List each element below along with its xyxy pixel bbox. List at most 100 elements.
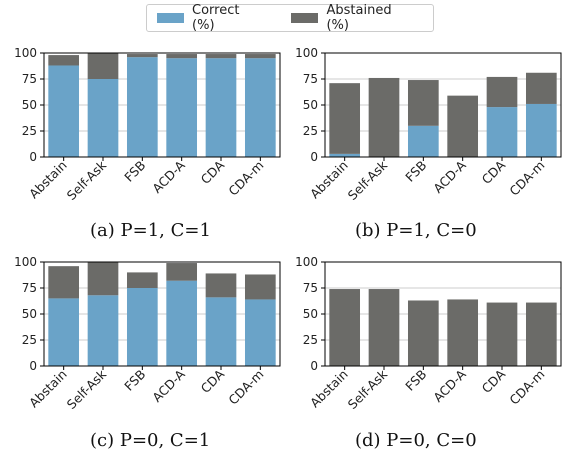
ytick-label-c-25: 25	[22, 333, 37, 347]
bar-c-abstained-4	[205, 273, 237, 298]
xtick-label-b-4: CDA	[479, 157, 509, 187]
bar-c-abstained-3	[166, 263, 198, 281]
legend-item-correct: Correct (%)	[157, 3, 263, 33]
bar-c-abstained-0	[48, 266, 80, 299]
ytick-label-b-25: 25	[303, 124, 318, 138]
bar-a-correct-2	[126, 57, 158, 157]
xtick-label-c-1: Self-Ask	[64, 366, 110, 412]
xtick-label-a-3: ACD-A	[149, 157, 188, 196]
xtick-label-a-1: Self-Ask	[64, 157, 110, 203]
bar-a-correct-0	[48, 65, 80, 157]
caption-d: (d) P=0, C=0	[355, 430, 477, 451]
legend-label-abstained: Abstained (%)	[326, 3, 392, 33]
bar-b-correct-4	[486, 107, 518, 157]
ytick-label-a-0: 0	[29, 150, 37, 164]
xtick-label-a-4: CDA	[198, 157, 228, 187]
ytick-label-a-75: 75	[22, 72, 37, 86]
bar-c-correct-5	[244, 299, 276, 366]
bar-d-abstained-1	[368, 289, 400, 366]
ytick-label-c-50: 50	[22, 307, 37, 321]
xtick-label-d-1: Self-Ask	[345, 366, 391, 412]
bar-a-abstained-2	[126, 54, 158, 58]
xtick-label-c-0: Abstain	[26, 367, 70, 411]
xtick-label-d-4: CDA	[479, 366, 509, 396]
ytick-label-c-100: 100	[14, 255, 37, 269]
xtick-label-c-3: ACD-A	[149, 366, 188, 405]
ytick-label-d-75: 75	[303, 281, 318, 295]
bar-a-correct-1	[87, 79, 119, 157]
bar-c-abstained-2	[126, 272, 158, 288]
legend-item-abstained: Abstained (%)	[291, 3, 415, 33]
ytick-label-a-25: 25	[22, 124, 37, 138]
xtick-label-d-0: Abstain	[307, 367, 351, 411]
ytick-label-b-75: 75	[303, 72, 318, 86]
ytick-label-a-100: 100	[14, 46, 37, 60]
ytick-label-d-0: 0	[310, 359, 318, 373]
caption-c: (c) P=0, C=1	[90, 430, 211, 451]
legend-label-correct: Correct (%)	[192, 3, 240, 33]
bar-d-abstained-0	[329, 289, 361, 366]
bar-a-abstained-5	[244, 54, 276, 59]
ytick-label-c-75: 75	[22, 281, 37, 295]
bar-c-correct-4	[205, 297, 237, 366]
bar-b-abstained-5	[525, 72, 557, 104]
xtick-label-d-2: FSB	[402, 367, 429, 394]
bar-b-correct-0	[329, 153, 361, 157]
xtick-label-a-0: Abstain	[26, 158, 70, 202]
xtick-label-b-5: CDA-m	[506, 158, 547, 199]
plot-frame-c	[43, 261, 281, 367]
ytick-label-d-100: 100	[295, 255, 318, 269]
bar-b-abstained-4	[486, 76, 518, 108]
bar-a-abstained-4	[205, 54, 237, 59]
xtick-label-c-5: CDA-m	[225, 367, 266, 408]
xtick-label-b-3: ACD-A	[430, 157, 469, 196]
ytick-label-a-50: 50	[22, 98, 37, 112]
bar-a-correct-5	[244, 58, 276, 158]
caption-a: (a) P=1, C=1	[90, 220, 211, 241]
bar-d-abstained-2	[407, 300, 439, 366]
plot-frame-b	[324, 52, 562, 158]
bar-c-correct-1	[87, 295, 119, 366]
bar-b-abstained-3	[447, 95, 479, 157]
bar-b-abstained-1	[368, 77, 400, 157]
bar-c-correct-0	[48, 298, 80, 366]
ytick-label-b-100: 100	[295, 46, 318, 60]
xtick-label-c-2: FSB	[121, 367, 148, 394]
bar-a-correct-3	[166, 58, 198, 158]
xtick-label-b-0: Abstain	[307, 158, 351, 202]
plot-frame-a	[43, 52, 281, 158]
legend-swatch-correct	[157, 13, 185, 23]
bar-a-abstained-1	[87, 53, 119, 79]
chart-legend: Correct (%) Abstained (%)	[146, 3, 434, 33]
bar-c-correct-3	[166, 280, 198, 366]
plot-frame-d	[324, 261, 562, 367]
ytick-label-b-50: 50	[303, 98, 318, 112]
bar-c-abstained-1	[87, 262, 119, 296]
bar-c-correct-2	[126, 288, 158, 366]
caption-b: (b) P=1, C=0	[355, 220, 477, 241]
xtick-label-d-5: CDA-m	[506, 367, 547, 408]
xtick-label-a-2: FSB	[121, 158, 148, 185]
ytick-label-b-0: 0	[310, 150, 318, 164]
ytick-label-d-25: 25	[303, 333, 318, 347]
bar-b-abstained-2	[407, 80, 439, 126]
ytick-label-c-0: 0	[29, 359, 37, 373]
xtick-label-a-5: CDA-m	[225, 158, 266, 199]
bar-b-correct-2	[407, 125, 439, 157]
xtick-label-d-3: ACD-A	[430, 366, 469, 405]
ytick-label-d-50: 50	[303, 307, 318, 321]
bar-a-abstained-3	[166, 54, 198, 59]
bar-d-abstained-5	[525, 302, 557, 366]
bar-d-abstained-4	[486, 302, 518, 366]
bar-c-abstained-5	[244, 274, 276, 300]
xtick-label-b-2: FSB	[402, 158, 429, 185]
bar-b-abstained-0	[329, 83, 361, 154]
bar-d-abstained-3	[447, 299, 479, 366]
legend-swatch-abstained	[291, 13, 319, 23]
bar-b-correct-5	[525, 103, 557, 157]
